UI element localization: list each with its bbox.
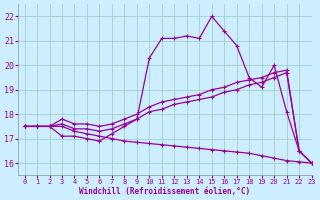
X-axis label: Windchill (Refroidissement éolien,°C): Windchill (Refroidissement éolien,°C) — [79, 187, 251, 196]
